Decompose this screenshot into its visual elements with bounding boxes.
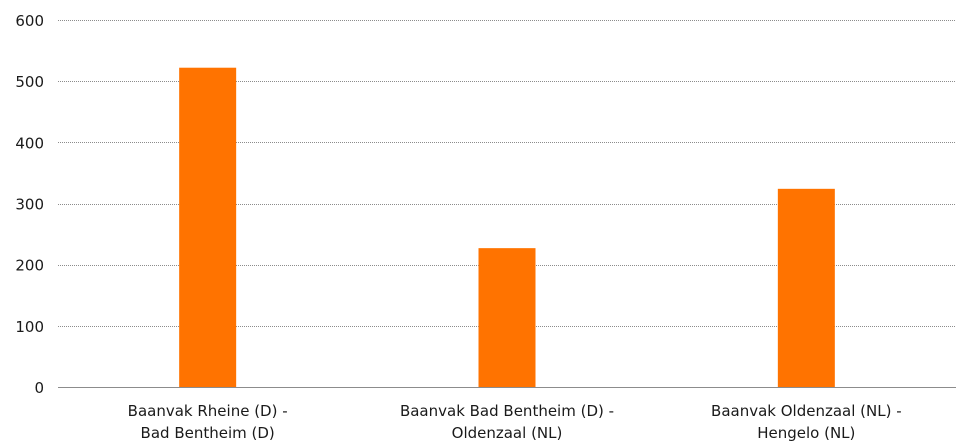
y-tick-label: 0	[34, 379, 44, 397]
bar	[777, 188, 835, 387]
bar	[179, 67, 237, 388]
bar	[478, 248, 536, 387]
x-category-label-line: Baanvak Rheine (D) -	[128, 402, 288, 420]
y-tick-label: 400	[15, 134, 44, 152]
x-category-label: Baanvak Oldenzaal (NL) - Hengelo (NL)	[711, 402, 902, 442]
y-tick-label: 100	[15, 318, 44, 336]
x-category-label-line: Oldenzaal (NL)	[452, 424, 563, 442]
y-tick-label: 200	[15, 257, 44, 275]
y-tick-label: 500	[15, 73, 44, 91]
y-tick-label: 300	[15, 196, 44, 214]
x-category-label-line: Baanvak Oldenzaal (NL) -	[711, 402, 902, 420]
y-axis-tick-labels: 0 100 200 300 400 500 600	[15, 12, 44, 397]
bars	[179, 67, 835, 388]
x-category-label-line: Hengelo (NL)	[757, 424, 855, 442]
x-category-label: Baanvak Bad Bentheim (D) - Oldenzaal (NL)	[400, 402, 614, 442]
x-category-label-line: Bad Bentheim (D)	[141, 424, 275, 442]
y-tick-label: 600	[15, 12, 44, 30]
x-category-label: Baanvak Rheine (D) - Bad Bentheim (D)	[128, 402, 288, 442]
x-axis-category-labels: Baanvak Rheine (D) -Bad Bentheim (D)Baan…	[128, 402, 902, 442]
x-category-label-line: Baanvak Bad Bentheim (D) -	[400, 402, 614, 420]
